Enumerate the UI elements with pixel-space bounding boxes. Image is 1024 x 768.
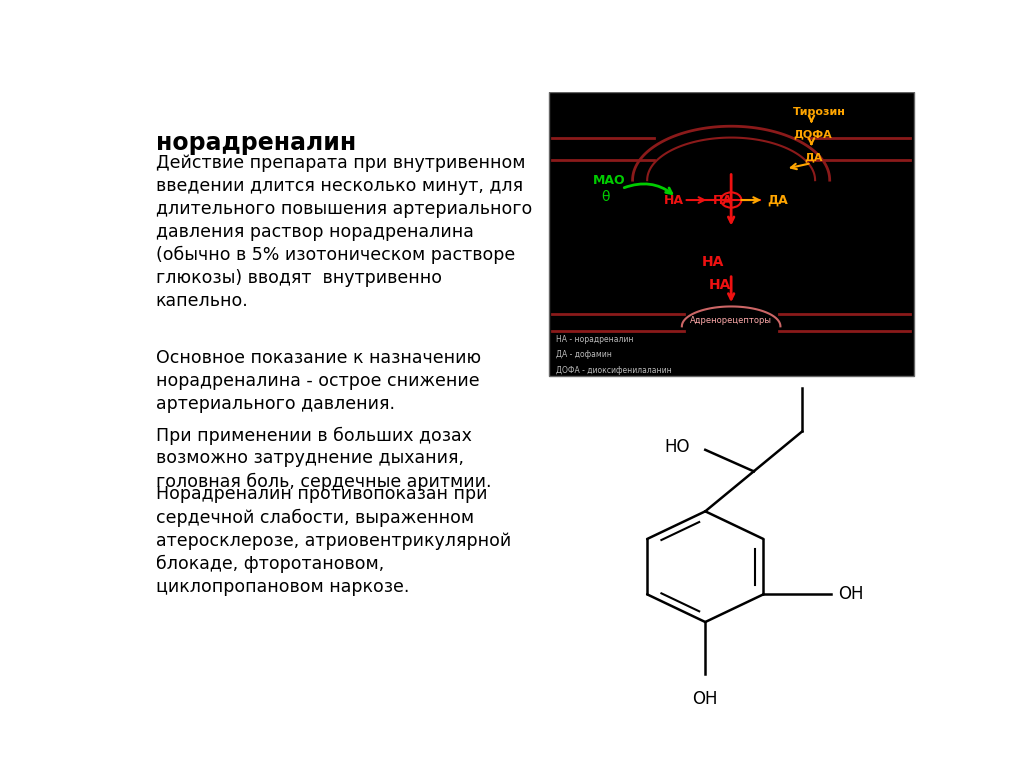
Text: NH₂: NH₂ (794, 358, 825, 376)
Text: НА: НА (664, 194, 684, 207)
Text: НА - норадреналин: НА - норадреналин (556, 335, 634, 343)
Text: θ: θ (601, 190, 609, 204)
Text: Норадреналин противопоказан при
сердечной слабости, выраженном
атеросклерозе, ат: Норадреналин противопоказан при сердечно… (156, 485, 511, 596)
Text: ДОФА: ДОФА (794, 130, 831, 140)
Text: НА: НА (701, 256, 724, 270)
Text: Основное показание к назначению
норадреналина - острое снижение
артериального да: Основное показание к назначению норадрен… (156, 349, 481, 413)
Text: OH: OH (692, 690, 718, 707)
Text: НА: НА (710, 278, 731, 292)
Text: ДОФА - диоксифенилаланин: ДОФА - диоксифенилаланин (556, 366, 672, 375)
Bar (549, 92, 913, 376)
Text: OH: OH (838, 585, 863, 604)
Text: ДА: ДА (804, 152, 822, 163)
Text: Тирозин: Тирозин (794, 107, 846, 117)
Text: ДА: ДА (768, 194, 788, 207)
Text: Адренорецепторы: Адренорецепторы (690, 316, 772, 325)
Text: Действие препарата при внутривенном
введении длится несколько минут, для
длитель: Действие препарата при внутривенном введ… (156, 154, 532, 310)
Text: HO: HO (665, 438, 690, 455)
Text: ДА - дофамин: ДА - дофамин (556, 350, 611, 359)
Text: При применении в больших дозах
возможно затруднение дыхания,
головная боль, серд: При применении в больших дозах возможно … (156, 426, 492, 491)
Text: ПА: ПА (713, 194, 733, 207)
Text: норадреналин: норадреналин (156, 131, 356, 154)
Text: МАО: МАО (593, 174, 625, 187)
